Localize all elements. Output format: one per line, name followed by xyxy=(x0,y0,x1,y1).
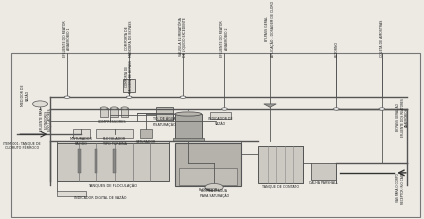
Bar xyxy=(123,79,135,92)
Bar xyxy=(95,149,97,173)
Bar xyxy=(258,146,303,183)
Bar xyxy=(111,108,118,117)
Text: EFLUENTE DO REATOR
ANAERÓBIO 2: EFLUENTE DO REATOR ANAERÓBIO 2 xyxy=(220,20,229,57)
Bar xyxy=(57,143,168,181)
Text: COMPORTA DE
MANOBRA DE BY-PASS: COMPORTA DE MANOBRA DE BY-PASS xyxy=(125,20,134,57)
Circle shape xyxy=(64,96,70,98)
Bar xyxy=(100,108,108,117)
Bar xyxy=(113,149,116,173)
Text: COLETA DE AMOSTRAS: COLETA DE AMOSTRAS xyxy=(380,19,384,57)
Bar xyxy=(73,129,90,138)
Text: COMPRESSORES: COMPRESSORES xyxy=(98,120,126,124)
Text: VÁLVULA ELIMINATÓRIA
DE LÍQUIDO EXCEDENTE: VÁLVULA ELIMINATÓRIA DE LÍQUIDO EXCEDENT… xyxy=(179,17,187,57)
Bar xyxy=(175,114,202,141)
Text: VAS PARA O CORPO
RECEPTOR (RIO CAIM): VAS PARA O CORPO RECEPTOR (RIO CAIM) xyxy=(396,172,405,204)
Text: FLOTADOR: FLOTADOR xyxy=(198,188,218,192)
Circle shape xyxy=(221,108,227,110)
Ellipse shape xyxy=(111,107,118,109)
Text: FLOCULADOR
TIPO TURBINA: FLOCULADOR TIPO TURBINA xyxy=(103,138,127,146)
Text: INDICADOR DE
VAZÃO: INDICADOR DE VAZÃO xyxy=(208,117,232,126)
Bar xyxy=(96,129,133,138)
Circle shape xyxy=(180,96,186,98)
Text: TANQUE DE CONTATO: TANQUE DE CONTATO xyxy=(262,184,299,188)
Text: EFLUENTE PARA
FLOTADORES: EFLUENTE PARA FLOTADORES xyxy=(40,107,48,131)
Circle shape xyxy=(379,108,385,110)
Text: BOMBA D'ÁGUA
PARA SATURAÇÃO: BOMBA D'ÁGUA PARA SATURAÇÃO xyxy=(200,189,229,198)
Circle shape xyxy=(333,108,339,110)
Bar xyxy=(57,191,86,196)
Bar xyxy=(139,129,152,138)
Ellipse shape xyxy=(175,112,202,116)
Bar xyxy=(312,163,336,180)
Bar xyxy=(210,112,231,119)
Text: INDICADOR DIGITAL DE VAZÃO: INDICADOR DIGITAL DE VAZÃO xyxy=(74,196,126,200)
Circle shape xyxy=(33,101,47,107)
Bar xyxy=(175,143,241,186)
Text: EFLUENTE DO REATOR
ANAERÓBIO 1: EFLUENTE DO REATOR ANAERÓBIO 1 xyxy=(63,20,71,57)
Ellipse shape xyxy=(121,107,128,109)
Ellipse shape xyxy=(100,107,108,109)
Bar xyxy=(156,107,173,120)
Text: COMPORTA DE
MANOBRA DE BY-PASS: COMPORTA DE MANOBRA DE BY-PASS xyxy=(125,60,134,93)
Bar xyxy=(179,168,237,185)
Text: MISTURADOR
RÁPIDO: MISTURADOR RÁPIDO xyxy=(70,138,93,146)
Text: CALHA PARSHALL: CALHA PARSHALL xyxy=(310,181,338,185)
Bar xyxy=(173,138,204,141)
Text: BY-PASS GERAL
APLICAÇÃO - DOSAGEM DE CLORO: BY-PASS GERAL APLICAÇÃO - DOSAGEM DE CLO… xyxy=(265,1,275,57)
Text: RETORNO: RETORNO xyxy=(334,41,338,57)
Circle shape xyxy=(126,96,132,98)
Text: TQ. DE ÁGUA
P/SATURAÇÃO: TQ. DE ÁGUA P/SATURAÇÃO xyxy=(153,117,176,127)
Text: FLOCULADORES: FLOCULADORES xyxy=(48,107,52,131)
Text: ITEM 001: TANQUE DE
CLORUTO FÉRROCO: ITEM 001: TANQUE DE CLORUTO FÉRROCO xyxy=(3,142,41,150)
Text: SATURADOR: SATURADOR xyxy=(136,140,156,144)
Text: TANQUES DE FLOCULAÇÃO: TANQUES DE FLOCULAÇÃO xyxy=(88,184,137,188)
Polygon shape xyxy=(264,104,276,107)
Text: MEDIDOR DE
VAZÃO: MEDIDOR DE VAZÃO xyxy=(21,85,30,106)
Bar xyxy=(121,108,128,117)
Bar xyxy=(78,149,81,173)
Text: BY-PASS GERAL AO
EFLUENTE DOS REATORES
ANAERÓBIOS: BY-PASS GERAL AO EFLUENTE DOS REATORES A… xyxy=(396,98,409,137)
Circle shape xyxy=(205,184,223,191)
